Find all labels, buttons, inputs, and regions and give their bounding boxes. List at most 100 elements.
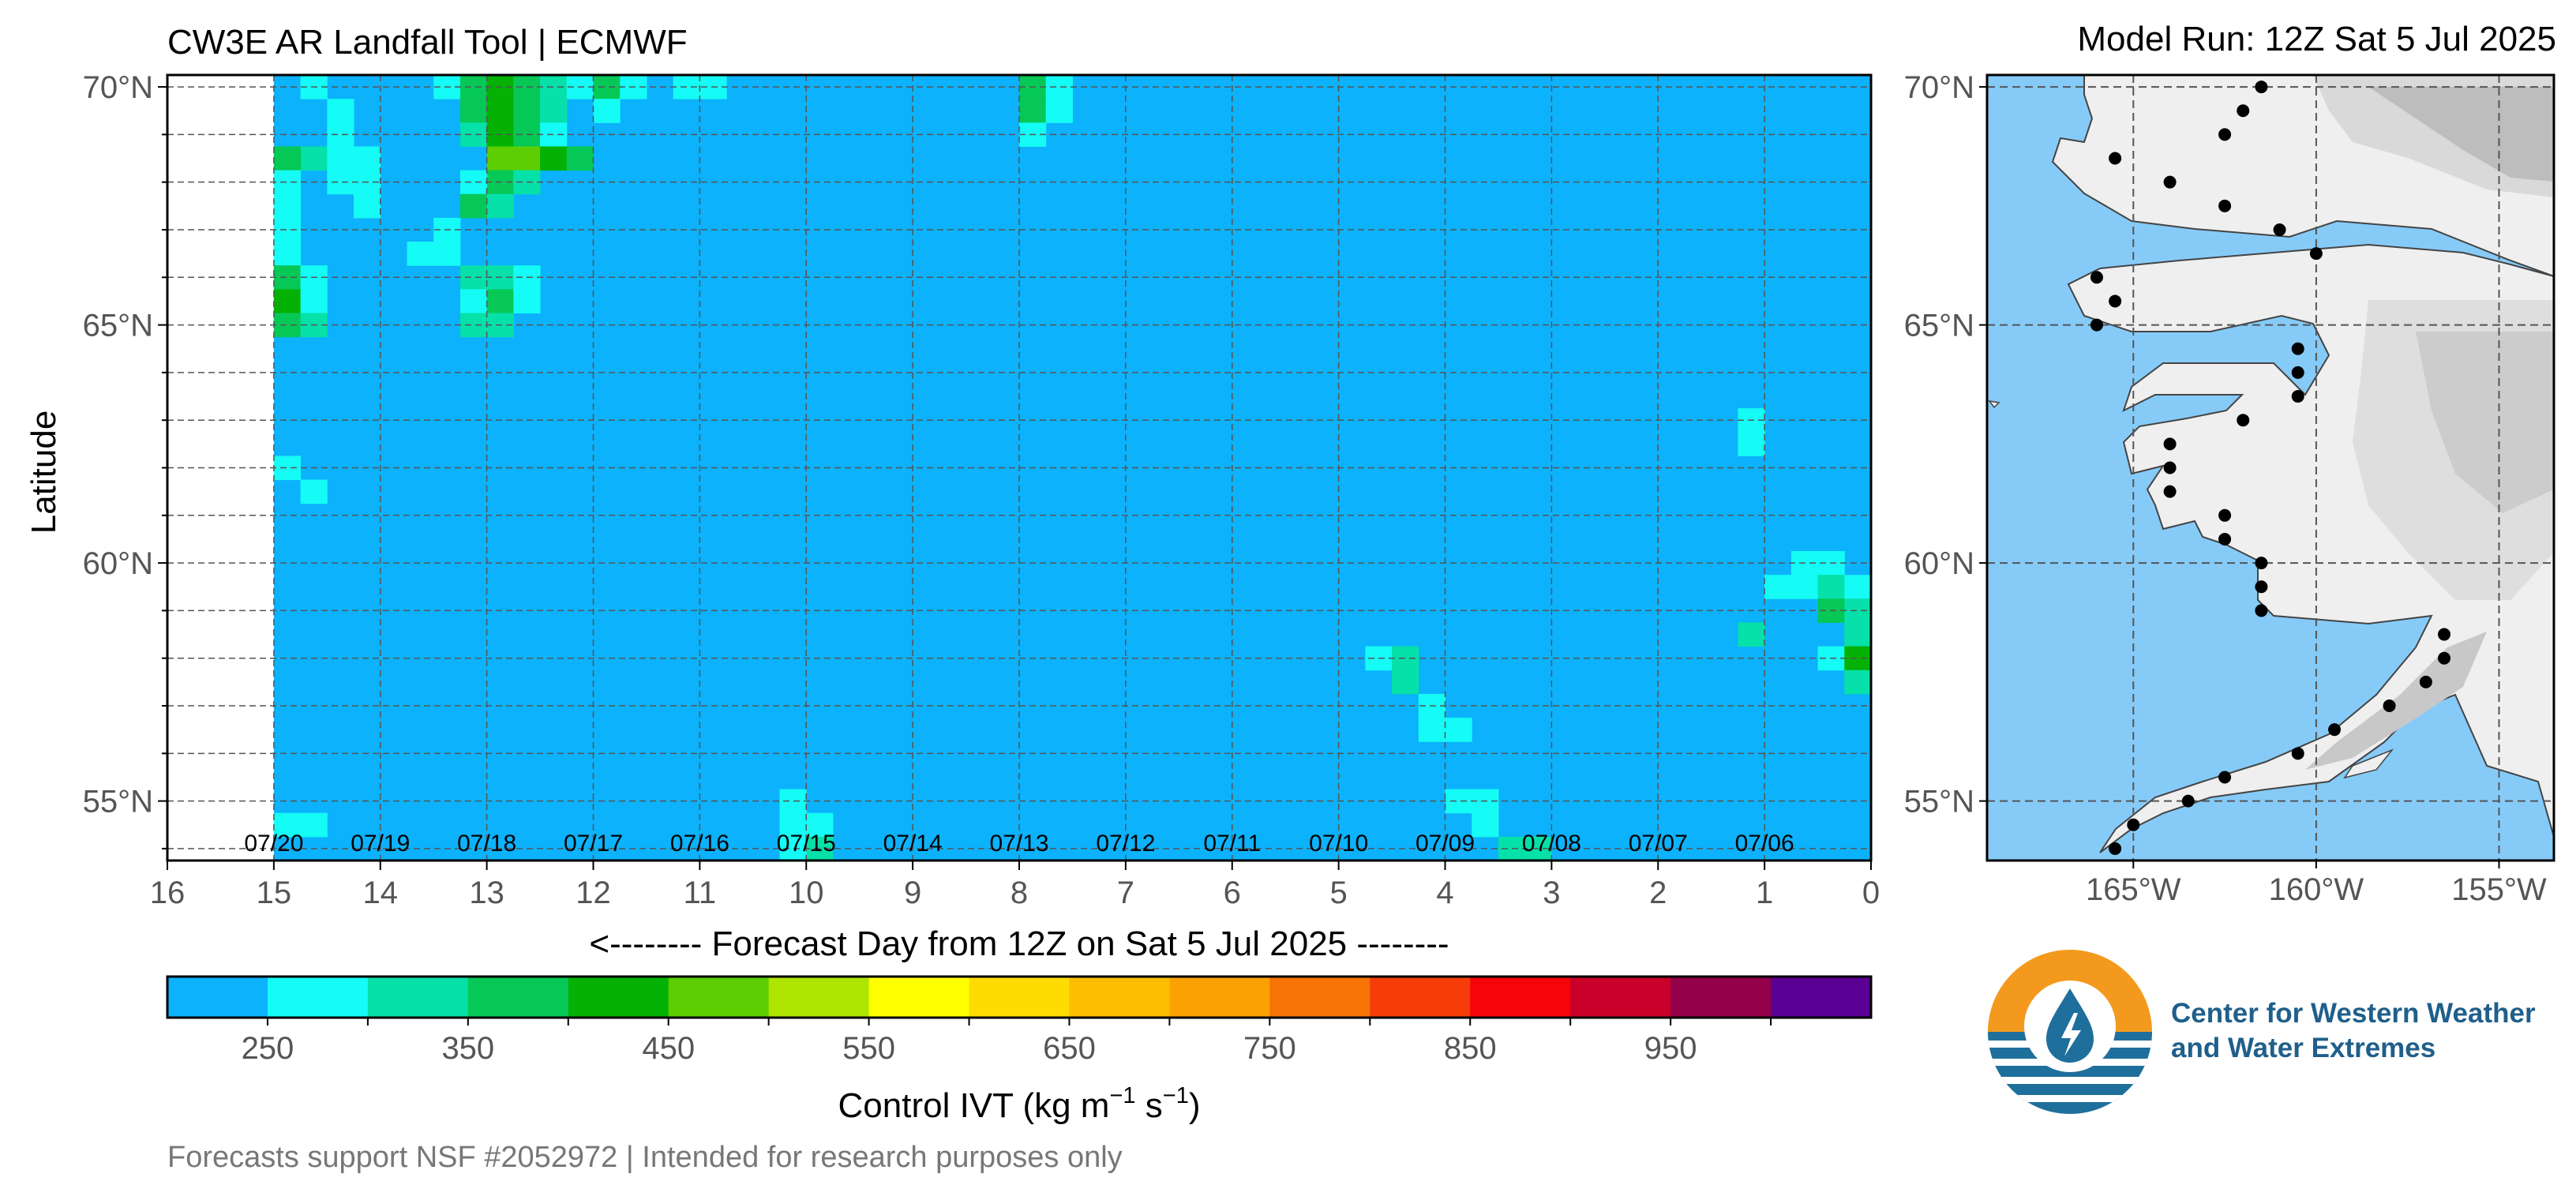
colorbar-segment bbox=[167, 977, 268, 1018]
colorbar-label-mid: s bbox=[1136, 1086, 1163, 1125]
x-tick-label: 2 bbox=[1649, 876, 1667, 910]
landfall-point bbox=[2255, 580, 2268, 594]
date-label: 07/20 bbox=[244, 831, 303, 857]
landfall-point bbox=[2255, 604, 2268, 617]
landfall-point bbox=[2163, 175, 2177, 189]
ivt-cell bbox=[300, 146, 328, 171]
colorbar-frame bbox=[166, 975, 1873, 1019]
ivt-cell bbox=[1764, 575, 1792, 599]
date-label: 07/18 bbox=[457, 831, 516, 857]
ivt-cell bbox=[1844, 622, 1871, 647]
ivt-cell bbox=[1871, 622, 1898, 647]
x-tick-label: 8 bbox=[1011, 876, 1028, 910]
landfall-point bbox=[2255, 557, 2268, 570]
colorbar-segment bbox=[1269, 977, 1370, 1018]
ivt-cell bbox=[1871, 504, 1898, 528]
landfall-point bbox=[2291, 390, 2304, 403]
ivt-cell bbox=[1418, 718, 1445, 742]
ivt-cell bbox=[513, 99, 541, 123]
colorbar-segment bbox=[1570, 977, 1671, 1018]
ivt-cell bbox=[459, 289, 488, 314]
ivt-cell bbox=[459, 313, 488, 338]
landfall-point bbox=[2273, 223, 2286, 236]
colorbar-label-exp2: −1 bbox=[1163, 1083, 1189, 1108]
ivt-cell bbox=[1844, 575, 1871, 599]
ivt-cell bbox=[1844, 598, 1871, 623]
x-tick-label: 6 bbox=[1224, 876, 1241, 910]
landfall-point bbox=[2109, 294, 2122, 308]
ivt-cell bbox=[779, 812, 807, 838]
ivt-cell bbox=[459, 170, 488, 195]
colorbar-segment bbox=[1470, 977, 1571, 1018]
colorbar-tick-label: 450 bbox=[642, 1031, 695, 1066]
ivt-cell bbox=[459, 122, 488, 147]
ivt-cell bbox=[486, 193, 514, 219]
ivt-cell bbox=[459, 193, 488, 219]
ivt-cell bbox=[593, 75, 621, 99]
colorbar-segment bbox=[668, 977, 770, 1018]
ivt-cell bbox=[566, 146, 594, 171]
ivt-cell bbox=[459, 99, 488, 123]
logo-text: Center for Western Weather and Water Ext… bbox=[2171, 996, 2536, 1066]
landfall-point bbox=[2163, 437, 2177, 451]
ivt-cell bbox=[540, 99, 568, 123]
ivt-cell bbox=[300, 812, 328, 838]
map-x-tick-label: 155°W bbox=[2451, 872, 2547, 907]
ivt-cell bbox=[327, 170, 354, 195]
landfall-point bbox=[2438, 628, 2451, 641]
date-label: 07/08 bbox=[1522, 831, 1581, 857]
ivt-cell bbox=[273, 289, 302, 314]
y-tick-label: 55°N bbox=[83, 785, 153, 819]
heatmap-panel: 07/20 07/19 07/18 07/17 07/16 07/15 07/14 07/13… bbox=[24, 70, 1898, 963]
colorbar-segment bbox=[969, 977, 1070, 1018]
map-y-tick-label: 60°N bbox=[1904, 546, 1974, 581]
x-tick-label: 3 bbox=[1543, 876, 1560, 910]
x-tick-label: 7 bbox=[1117, 876, 1134, 910]
landfall-point bbox=[2291, 366, 2304, 379]
colorbar-segment bbox=[1069, 977, 1170, 1018]
x-tick-label: 10 bbox=[789, 876, 824, 910]
y-axis-label: Latitude bbox=[24, 411, 63, 534]
date-label: 07/14 bbox=[883, 831, 943, 857]
logo-line-2: and Water Extremes bbox=[2171, 1033, 2436, 1063]
colorbar-label-exp1: −1 bbox=[1109, 1083, 1135, 1108]
landfall-point bbox=[2438, 651, 2451, 665]
ivt-cell bbox=[1445, 789, 1472, 814]
ivt-cell bbox=[354, 146, 381, 171]
landfall-point bbox=[2218, 128, 2232, 141]
x-tick-label: 13 bbox=[469, 876, 504, 910]
x-tick-label: 15 bbox=[257, 876, 292, 910]
landfall-point bbox=[2237, 104, 2250, 118]
ivt-cell bbox=[593, 99, 621, 123]
colorbar-segment bbox=[568, 977, 669, 1018]
colorbar-segment bbox=[1169, 977, 1270, 1018]
y-tick-label: 65°N bbox=[83, 309, 153, 343]
colorbar: 250 350 450 550 650 750 850 950 Control IVT (kg… bbox=[166, 975, 1873, 1125]
landfall-point bbox=[2218, 532, 2232, 546]
landfall-point bbox=[2291, 342, 2304, 355]
map-y-tick-label: 65°N bbox=[1904, 309, 1974, 343]
map-x-tick-label: 165°W bbox=[2086, 872, 2181, 907]
chart-title: CW3E AR Landfall Tool | ECMWF bbox=[167, 23, 688, 62]
x-tick-label: 12 bbox=[576, 876, 611, 910]
date-label: 07/16 bbox=[670, 831, 729, 857]
ivt-cell bbox=[1817, 575, 1845, 599]
x-axis-label: <-------- Forecast Day from 12Z on Sat 5… bbox=[589, 924, 1449, 963]
map-frame bbox=[1985, 73, 2555, 862]
date-label: 07/06 bbox=[1735, 831, 1794, 857]
landfall-point bbox=[2163, 485, 2177, 498]
landfall-point bbox=[2109, 152, 2122, 165]
colorbar-tick-label: 950 bbox=[1644, 1031, 1697, 1066]
colorbar-tick-label: 650 bbox=[1043, 1031, 1096, 1066]
ivt-cell bbox=[540, 146, 568, 171]
colorbar-tick-label: 850 bbox=[1444, 1031, 1497, 1066]
date-label: 07/12 bbox=[1096, 831, 1155, 857]
ivt-cell bbox=[486, 99, 514, 123]
landfall-point bbox=[2127, 818, 2140, 831]
colorbar-segment bbox=[467, 977, 569, 1018]
landfall-point bbox=[2309, 247, 2323, 261]
colorbar-segment bbox=[1771, 977, 1872, 1018]
ivt-cell bbox=[273, 812, 302, 838]
date-label: 07/13 bbox=[989, 831, 1048, 857]
